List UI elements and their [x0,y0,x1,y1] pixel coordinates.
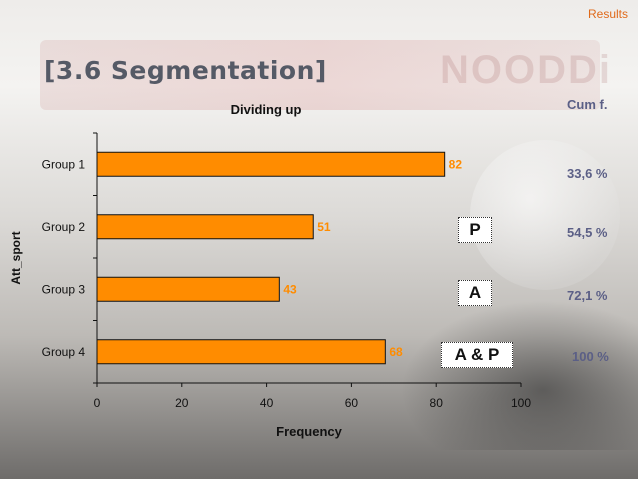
cumulative-value-2: 54,5 % [567,225,608,240]
bar-value-label: 68 [389,345,403,359]
bar [96,151,446,177]
x-tick-label: 20 [175,396,189,410]
category-label: Group 1 [42,157,86,171]
category-label: Group 2 [42,220,86,234]
category-label: Group 3 [42,282,86,296]
cumulative-header: Cum f. [567,97,608,112]
bar [96,214,314,240]
segment-label-a: A [458,280,492,306]
chart-title: Dividing up [231,102,302,117]
section-label: Results [587,7,628,21]
bar-value-label: 82 [449,157,463,171]
x-axis-label: Frequency [276,424,343,439]
bar-value-label: 51 [317,220,331,234]
x-tick-label: 80 [430,396,444,410]
cumulative-value-1: 33,6 % [567,166,608,181]
segment-label-p: P [458,217,492,243]
bar-value-label: 43 [283,282,297,296]
bars-group: Group 1 82 Group 2 51 Group 3 43 Group 4 68 [42,151,463,365]
category-label: Group 4 [42,345,86,359]
cumulative-value-4: 100 % [572,349,609,364]
x-tick-label: 100 [511,396,531,410]
x-tick-label: 40 [260,396,274,410]
page-title: [3.6 Segmentation] [44,56,327,85]
cumulative-value-3: 72,1 % [567,288,608,303]
segment-label-a-and-p: A & P [441,342,513,368]
bar [96,339,386,365]
x-tick-label: 0 [94,396,101,410]
y-axis-label: Att_sport [9,231,23,284]
bar [96,276,280,302]
x-tick-label: 60 [345,396,359,410]
